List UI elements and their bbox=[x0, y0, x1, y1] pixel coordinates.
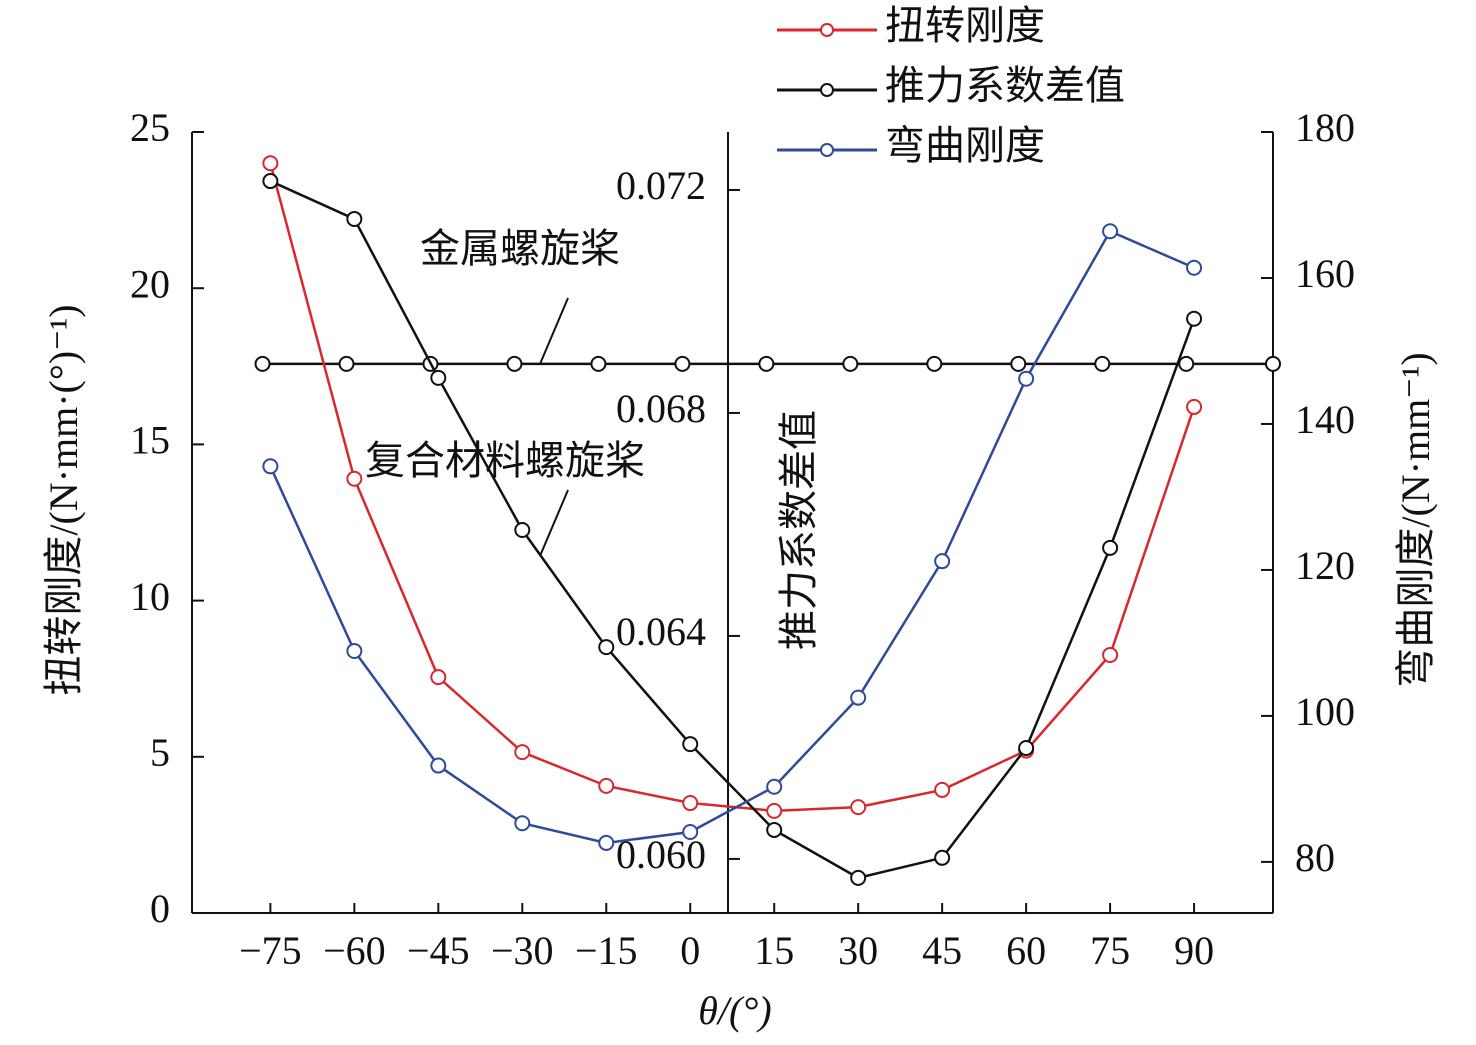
x-tick-label: −60 bbox=[323, 928, 386, 973]
y-axis-title: 扭转刚度/(N·mm·(°)⁻¹) bbox=[41, 304, 86, 695]
marker bbox=[590, 355, 607, 372]
marker bbox=[1102, 223, 1119, 240]
marker bbox=[1102, 646, 1119, 663]
legend-label: 推力系数差值 bbox=[885, 63, 1125, 108]
marker bbox=[514, 744, 531, 761]
y2tick-tick-label: 120 bbox=[1295, 543, 1355, 588]
legend-label: 弯曲刚度 bbox=[885, 123, 1045, 168]
marker bbox=[430, 669, 447, 686]
x-tick-label: 15 bbox=[754, 928, 794, 973]
marker bbox=[598, 834, 615, 851]
x-tick-label: −75 bbox=[239, 928, 302, 973]
legend-marker bbox=[820, 23, 834, 37]
x-tick-label: 45 bbox=[922, 928, 962, 973]
y2tick-tick-label: 140 bbox=[1295, 397, 1355, 442]
marker bbox=[430, 757, 447, 774]
x-tick-label: 90 bbox=[1174, 928, 1214, 973]
marker bbox=[934, 781, 951, 798]
marker bbox=[1094, 355, 1111, 372]
marker bbox=[934, 553, 951, 570]
leader-line bbox=[539, 489, 569, 557]
ytick-tick-label: 15 bbox=[130, 418, 170, 463]
marker bbox=[682, 795, 699, 812]
marker bbox=[934, 849, 951, 866]
leader-line bbox=[539, 297, 569, 365]
marker bbox=[766, 778, 783, 795]
marker bbox=[262, 458, 279, 475]
y2-axis-title: 弯曲刚度/(N·mm⁻¹) bbox=[1393, 352, 1438, 687]
y3tick-tick-label: 0.072 bbox=[616, 163, 706, 208]
marker bbox=[926, 355, 943, 372]
marker bbox=[850, 799, 867, 816]
marker bbox=[514, 522, 531, 539]
ytick-tick-label: 20 bbox=[130, 261, 170, 306]
marker bbox=[514, 815, 531, 832]
marker bbox=[506, 355, 523, 372]
ytick-tick-label: 5 bbox=[150, 730, 170, 775]
marker bbox=[346, 210, 363, 227]
marker bbox=[1178, 355, 1195, 372]
marker bbox=[1018, 739, 1035, 756]
legend-marker bbox=[820, 83, 834, 97]
annotation: 复合材料螺旋桨 bbox=[365, 438, 645, 483]
ytick-tick-label: 0 bbox=[150, 886, 170, 931]
marker bbox=[254, 355, 271, 372]
marker bbox=[1010, 355, 1027, 372]
x-tick-label: 60 bbox=[1006, 928, 1046, 973]
x-tick-label: 75 bbox=[1090, 928, 1130, 973]
legend-marker bbox=[820, 143, 834, 157]
marker bbox=[1186, 259, 1203, 276]
marker bbox=[262, 155, 279, 172]
y2tick-tick-label: 180 bbox=[1295, 105, 1355, 150]
ytick-tick-label: 25 bbox=[130, 105, 170, 150]
x-tick-label: −45 bbox=[407, 928, 470, 973]
marker bbox=[766, 821, 783, 838]
ytick-tick-label: 10 bbox=[130, 574, 170, 619]
marker bbox=[1102, 539, 1119, 556]
x-tick-label: 30 bbox=[838, 928, 878, 973]
series-line bbox=[269, 162, 1196, 813]
marker bbox=[346, 642, 363, 659]
marker bbox=[262, 173, 279, 190]
y2tick-tick-label: 100 bbox=[1295, 689, 1355, 734]
series-line bbox=[269, 179, 1196, 880]
x-tick-label: −15 bbox=[575, 928, 638, 973]
marker bbox=[1018, 370, 1035, 387]
marker bbox=[682, 823, 699, 840]
marker bbox=[1186, 310, 1203, 327]
marker bbox=[850, 869, 867, 886]
marker bbox=[346, 470, 363, 487]
y3tick-tick-label: 0.068 bbox=[616, 386, 706, 431]
marker bbox=[842, 355, 859, 372]
marker bbox=[850, 689, 867, 706]
y3-axis-title: 推力系数差值 bbox=[776, 410, 821, 650]
x-tick-label: −30 bbox=[491, 928, 554, 973]
marker bbox=[766, 802, 783, 819]
legend-label: 扭转刚度 bbox=[885, 3, 1045, 48]
y2tick-tick-label: 160 bbox=[1295, 251, 1355, 296]
annotation: 金属螺旋桨 bbox=[420, 226, 620, 271]
y2tick-tick-label: 80 bbox=[1295, 835, 1335, 880]
marker bbox=[338, 355, 355, 372]
marker bbox=[758, 355, 775, 372]
y3tick-tick-label: 0.064 bbox=[616, 609, 706, 654]
marker bbox=[1186, 398, 1203, 415]
series-line bbox=[269, 229, 1195, 845]
marker bbox=[430, 369, 447, 386]
marker bbox=[1265, 355, 1281, 372]
marker bbox=[682, 736, 699, 753]
x-axis-title: θ/(°) bbox=[698, 988, 771, 1033]
marker bbox=[598, 777, 615, 794]
marker bbox=[598, 639, 615, 656]
x-tick-label: 0 bbox=[680, 928, 700, 973]
marker bbox=[674, 355, 691, 372]
